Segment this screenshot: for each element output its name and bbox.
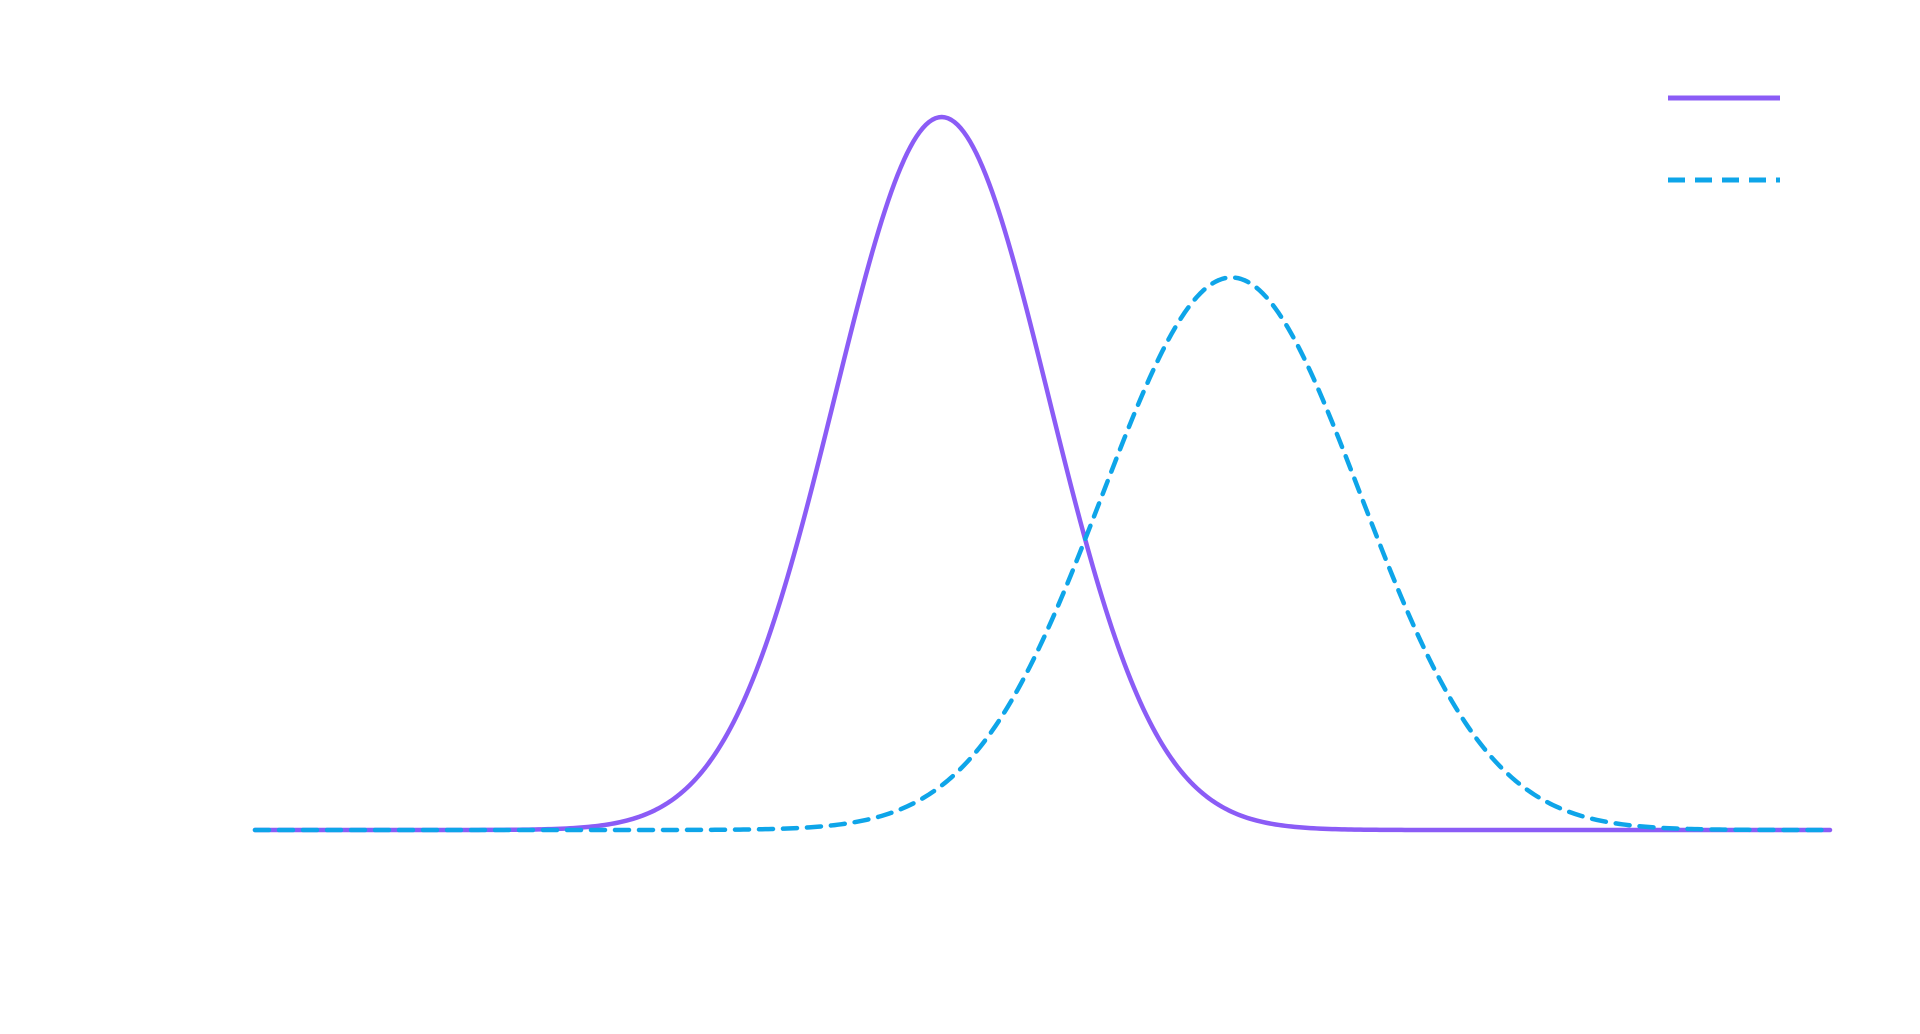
series-line-2 <box>252 275 1833 833</box>
plot-area <box>252 114 1833 833</box>
legend <box>1668 95 1780 183</box>
series-line-1 <box>252 114 1833 833</box>
